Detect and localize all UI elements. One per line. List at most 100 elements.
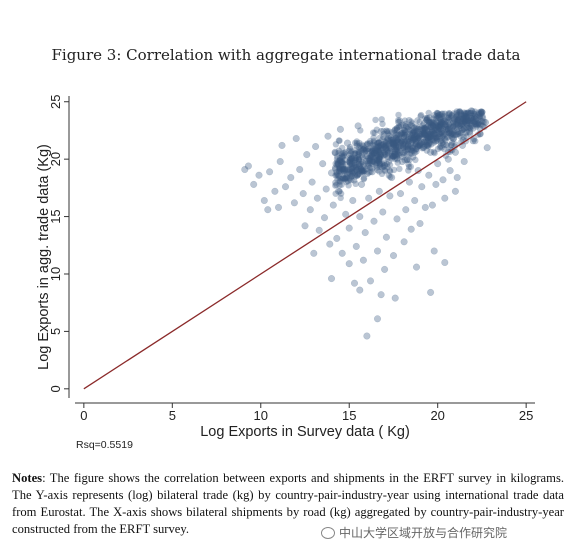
scatter-point <box>395 118 403 126</box>
scatter-point <box>355 148 362 155</box>
scatter-point <box>461 112 468 119</box>
scatter-point <box>421 124 428 131</box>
scatter-point <box>445 109 453 117</box>
scatter-point <box>461 118 468 125</box>
scatter-point <box>383 145 390 152</box>
scatter-point <box>445 114 452 121</box>
scatter-point <box>430 148 437 156</box>
scatter-point <box>287 173 295 181</box>
scatter-point <box>394 148 401 156</box>
scatter-point <box>360 175 368 182</box>
scatter-point <box>356 142 364 150</box>
scatter-point <box>335 161 342 168</box>
scatter-point <box>378 153 385 161</box>
scatter-point <box>336 157 343 165</box>
scatter-point <box>461 112 468 120</box>
scatter-point <box>447 114 455 121</box>
scatter-point <box>474 121 481 128</box>
scatter-point <box>365 163 372 170</box>
scatter-point <box>467 125 474 133</box>
scatter-point <box>341 160 348 167</box>
scatter-point <box>466 124 473 131</box>
scatter-point <box>402 120 409 128</box>
scatter-point <box>457 109 465 117</box>
scatter-point <box>430 130 438 138</box>
scatter-point <box>437 123 444 130</box>
scatter-point <box>355 161 362 168</box>
scatter-point <box>380 163 387 170</box>
scatter-point <box>371 129 378 136</box>
scatter-point <box>400 133 408 140</box>
scatter-point <box>345 158 353 165</box>
reference-line <box>83 101 527 390</box>
scatter-point <box>383 127 390 134</box>
scatter-point <box>347 176 355 184</box>
scatter-point <box>401 129 408 137</box>
scatter-point <box>375 143 382 151</box>
scatter-point <box>354 172 361 179</box>
scatter-point <box>382 151 389 158</box>
scatter-point <box>370 134 377 141</box>
x-tick-label: 5 <box>169 408 176 423</box>
scatter-point <box>389 153 397 160</box>
scatter-point <box>462 118 470 126</box>
scatter-point <box>448 139 456 146</box>
scatter-point <box>434 110 441 117</box>
scatter-point <box>412 156 419 164</box>
scatter-point <box>365 155 372 162</box>
scatter-point <box>346 176 353 183</box>
scatter-point <box>412 134 419 141</box>
scatter-point <box>400 126 407 134</box>
scatter-point <box>463 117 470 124</box>
scatter-point <box>424 134 432 142</box>
scatter-point <box>460 116 467 123</box>
scatter-point <box>462 110 469 118</box>
scatter-point <box>419 122 426 129</box>
scatter-point <box>386 192 394 200</box>
scatter-point <box>423 124 430 131</box>
scatter-point <box>445 129 453 137</box>
scatter-point <box>391 151 399 159</box>
scatter-point <box>437 129 445 136</box>
scatter-point <box>477 108 485 115</box>
scatter-point <box>341 165 348 172</box>
scatter-point <box>373 162 380 169</box>
scatter-point <box>430 120 437 127</box>
scatter-point <box>466 124 474 132</box>
scatter-point <box>405 138 412 145</box>
scatter-point <box>420 138 428 145</box>
scatter-point <box>282 183 290 191</box>
scatter-point <box>340 167 348 175</box>
scatter-point <box>439 176 447 184</box>
scatter-point <box>394 147 401 154</box>
scatter-point <box>424 134 431 141</box>
scatter-point <box>407 134 415 141</box>
scatter-point <box>403 123 410 130</box>
scatter-point <box>278 141 286 149</box>
scatter-point <box>414 143 422 150</box>
scatter-point <box>412 146 420 153</box>
scatter-point <box>474 131 482 138</box>
scatter-point <box>439 120 447 127</box>
scatter-point <box>336 175 343 182</box>
scatter-point <box>361 145 368 152</box>
scatter-point <box>390 153 397 160</box>
scatter-point <box>370 142 377 149</box>
scatter-point <box>378 146 385 153</box>
scatter-point <box>376 155 383 162</box>
scatter-point <box>395 111 402 119</box>
scatter-point <box>351 171 358 178</box>
scatter-point <box>433 109 441 117</box>
scatter-point <box>370 217 378 225</box>
scatter-point <box>355 168 363 175</box>
scatter-point <box>339 153 347 161</box>
scatter-point <box>339 152 346 160</box>
scatter-point <box>433 137 440 144</box>
scatter-point <box>388 145 395 152</box>
scatter-point <box>377 145 384 152</box>
scatter-point <box>351 163 358 170</box>
scatter-point <box>414 143 421 150</box>
scatter-point <box>479 109 486 116</box>
scatter-point <box>357 160 365 167</box>
scatter-point <box>478 108 485 115</box>
